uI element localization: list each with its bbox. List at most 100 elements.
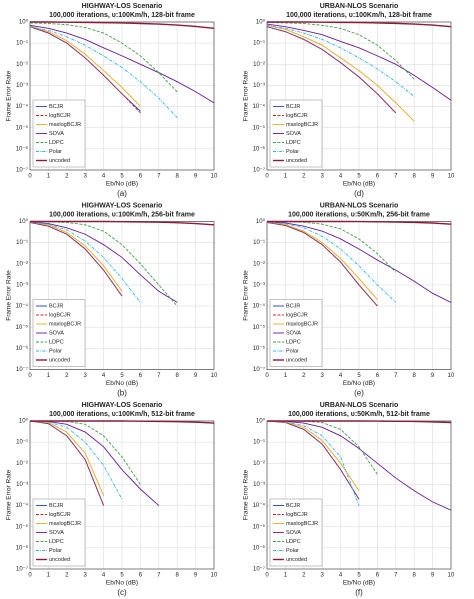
y-tick-label: 10⁻⁵ xyxy=(253,124,266,131)
series-line xyxy=(29,26,141,114)
legend-label: BCJR xyxy=(49,503,63,509)
y-tick-label: 10⁻⁵ xyxy=(16,523,29,530)
y-tick-label: 10⁻⁵ xyxy=(16,124,29,131)
y-tick-label: 10⁻⁴ xyxy=(16,502,29,509)
x-tick-label: 3 xyxy=(321,174,325,180)
y-tick-label: 10⁻¹ xyxy=(253,240,265,246)
legend-label: BCJR xyxy=(286,104,300,110)
legend-label: LDPC xyxy=(49,140,64,146)
y-tick-label: 10⁻³ xyxy=(16,482,28,488)
series-line xyxy=(30,220,215,226)
x-tick-label: 3 xyxy=(84,373,88,379)
series-line xyxy=(29,22,178,93)
caption: (b) xyxy=(117,389,127,398)
x-tick-label: 9 xyxy=(194,573,198,579)
x-tick-label: 9 xyxy=(431,573,435,579)
panel: 0 1 2 3 4 5 6 7 8 9 10 10⁻⁷ 10⁻⁶ 10⁻⁵ 10⁻⁴ 10⁻³ 10⁻² 10⁻¹… xyxy=(6,202,218,397)
x-axis-label: Eb/No (dB) xyxy=(343,580,375,587)
x-tick-label: 9 xyxy=(431,174,435,180)
panel: 0 1 2 3 4 5 6 7 8 9 10 10⁻⁷ 10⁻⁶ 10⁻⁵ 10⁻⁴ 10⁻³ 10⁻² 10⁻¹… xyxy=(243,202,455,397)
series-line xyxy=(266,26,397,114)
y-tick-label: 10⁻² xyxy=(16,261,28,267)
x-tick-label: 4 xyxy=(102,174,106,180)
y-tick-label: 10⁻⁴ xyxy=(16,103,29,110)
legend-label: uncoded xyxy=(286,357,307,363)
x-axis-label: Eb/No (dB) xyxy=(106,380,138,387)
y-tick-label: 10⁻² xyxy=(253,261,265,267)
legend-label: Polar xyxy=(49,548,62,554)
series-line xyxy=(266,24,415,122)
legend-label: maxlogBCJR xyxy=(49,321,81,327)
series-line xyxy=(266,420,452,511)
legend-label: logBCJR xyxy=(286,113,308,119)
series-line xyxy=(266,221,397,303)
series-line xyxy=(29,26,178,118)
x-tick-label: 8 xyxy=(176,573,180,579)
caption: (c) xyxy=(117,588,127,597)
y-tick-label: 10⁻³ xyxy=(253,482,265,488)
y-tick-label: 10⁻³ xyxy=(253,83,265,89)
y-tick-label: 10⁻⁴ xyxy=(253,303,266,310)
y-tick-label: 10⁻³ xyxy=(16,283,28,289)
legend-label: maxlogBCJR xyxy=(286,122,318,128)
x-tick-label: 6 xyxy=(376,573,380,579)
series-line xyxy=(29,25,141,107)
x-tick-label: 0 xyxy=(28,174,32,180)
x-tick-label: 10 xyxy=(448,373,455,379)
legend-label: BCJR xyxy=(286,503,300,509)
x-tick-label: 1 xyxy=(47,573,51,579)
y-tick-label: 10⁻⁶ xyxy=(16,145,29,152)
panel: 0 1 2 3 4 5 6 7 8 9 10 10⁻⁷ 10⁻⁶ 10⁻⁵ 10⁻⁴ 10⁻³ 10⁻² 10⁻¹… xyxy=(6,3,218,198)
y-tick-label: 10⁻⁶ xyxy=(16,544,29,551)
x-tick-label: 10 xyxy=(211,174,218,180)
y-tick-label: 10⁻⁷ xyxy=(253,167,265,174)
x-tick-label: 2 xyxy=(302,373,306,379)
x-tick-label: 3 xyxy=(321,573,325,579)
x-tick-label: 4 xyxy=(339,174,343,180)
legend-label: uncoded xyxy=(49,557,70,563)
y-tick-label: 10⁻¹ xyxy=(16,240,28,246)
x-tick-label: 8 xyxy=(176,174,180,180)
y-tick-label: 10⁻⁷ xyxy=(253,366,265,373)
y-tick-label: 10⁻⁶ xyxy=(253,544,266,551)
legend-label: BCJR xyxy=(49,303,63,309)
y-axis-label: Frame Error Rate xyxy=(6,70,13,121)
y-tick-label: 10⁻⁵ xyxy=(16,324,29,331)
x-tick-label: 5 xyxy=(357,373,361,379)
y-tick-label: 10⁻⁷ xyxy=(16,167,28,174)
x-tick-label: 5 xyxy=(120,373,124,379)
x-tick-label: 8 xyxy=(413,174,417,180)
series-line xyxy=(29,420,105,506)
y-tick-label: 10⁻² xyxy=(16,461,28,467)
x-tick-label: 6 xyxy=(139,373,143,379)
x-tick-label: 2 xyxy=(302,573,306,579)
x-tick-label: 1 xyxy=(284,174,288,180)
legend-label: BCJR xyxy=(286,303,300,309)
legend-label: logBCJR xyxy=(286,512,308,518)
y-tick-label: 10⁻⁵ xyxy=(253,324,266,331)
x-tick-label: 6 xyxy=(139,573,143,579)
series-line xyxy=(30,420,215,424)
x-tick-label: 5 xyxy=(357,174,361,180)
y-tick-label: 10⁻¹ xyxy=(16,41,28,47)
x-tick-label: 2 xyxy=(302,174,306,180)
x-tick-label: 10 xyxy=(448,573,455,579)
legend-label: maxlogBCJR xyxy=(286,521,318,527)
x-axis-label: Eb/No (dB) xyxy=(106,580,138,587)
y-axis-label: Frame Error Rate xyxy=(243,70,250,121)
x-tick-label: 6 xyxy=(376,373,380,379)
x-axis-label: Eb/No (dB) xyxy=(343,181,375,188)
legend-label: SOVA xyxy=(286,530,301,536)
series-line xyxy=(29,420,105,496)
legend-label: Polar xyxy=(286,149,299,155)
series-line xyxy=(267,21,452,28)
series-line xyxy=(266,221,397,273)
y-tick-label: 10⁻³ xyxy=(16,83,28,89)
x-tick-label: 3 xyxy=(321,373,325,379)
x-tick-label: 10 xyxy=(448,174,455,180)
x-tick-label: 8 xyxy=(413,573,417,579)
y-tick-label: 10⁰ xyxy=(256,218,266,225)
series-line xyxy=(267,220,452,225)
x-tick-label: 3 xyxy=(84,573,88,579)
x-tick-label: 7 xyxy=(157,573,161,579)
